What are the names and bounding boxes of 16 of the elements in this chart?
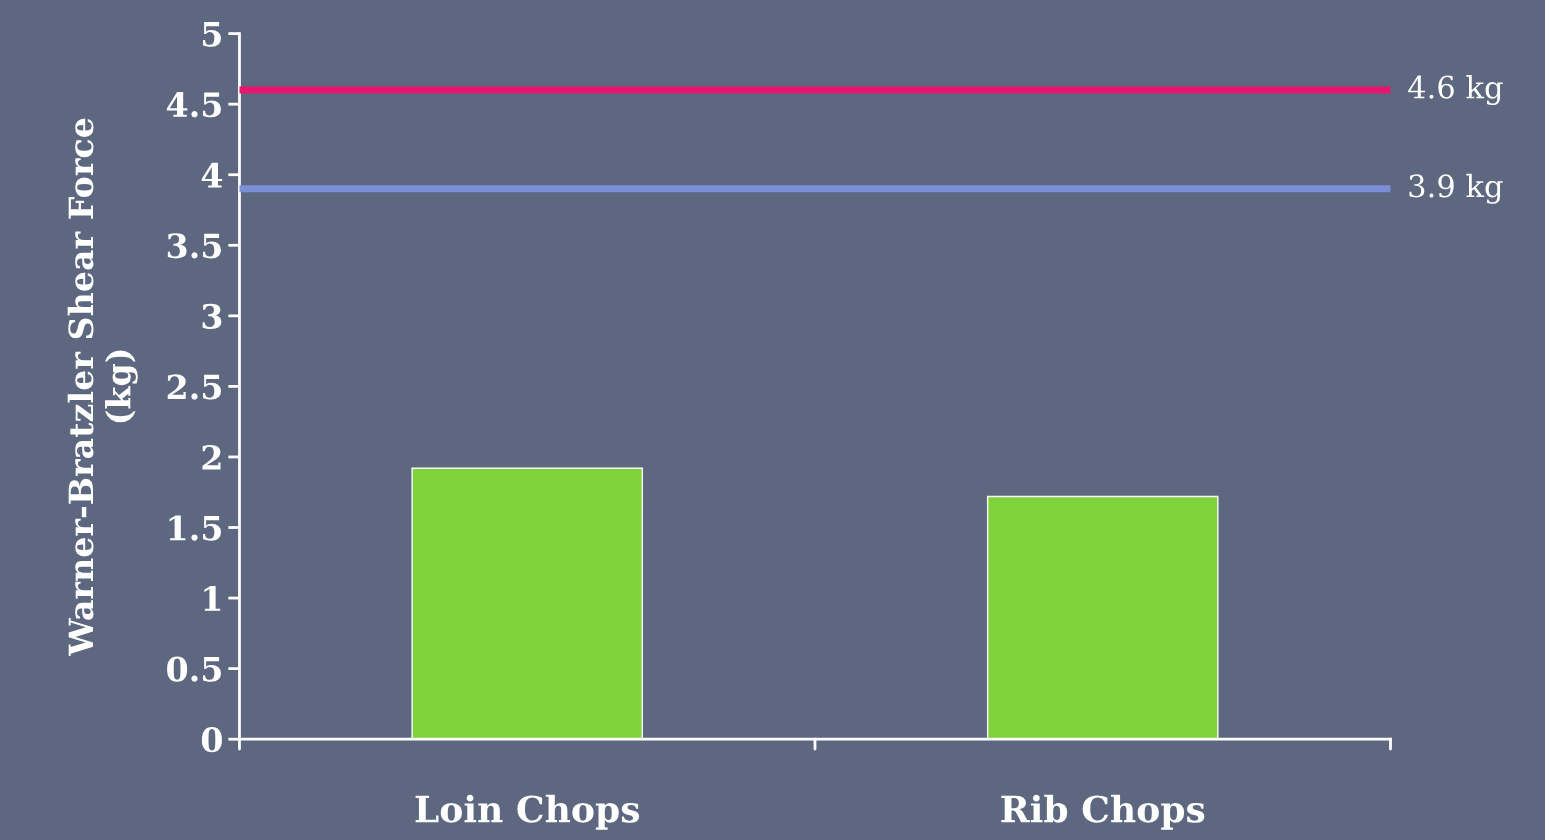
y-tick-label: 3.5	[167, 233, 221, 259]
y-tick-label: 2	[202, 444, 221, 470]
x-tick-label: Rib Chops	[1001, 794, 1205, 830]
y-tick-label: 3	[202, 303, 222, 329]
y-tick-label: 1	[204, 586, 221, 611]
y-tick-label: 5	[203, 21, 221, 47]
y-tick-label: 4	[201, 162, 223, 188]
y-tick-label: 2.5	[167, 374, 221, 400]
y-tick-label: 0	[201, 727, 222, 753]
y-tick-label: 4.5	[166, 92, 221, 118]
x-tick-label: Loin Chops	[415, 794, 640, 830]
ref-line-label: 3.9 kg	[1409, 173, 1503, 204]
y-tick-label: 0.5	[167, 656, 221, 682]
ref-line-label: 4.6 kg	[1408, 75, 1503, 106]
y-axis-title: Warner-Bratzler Shear Force (kg)	[67, 118, 138, 657]
y-tick-label: 1.5	[169, 515, 221, 541]
